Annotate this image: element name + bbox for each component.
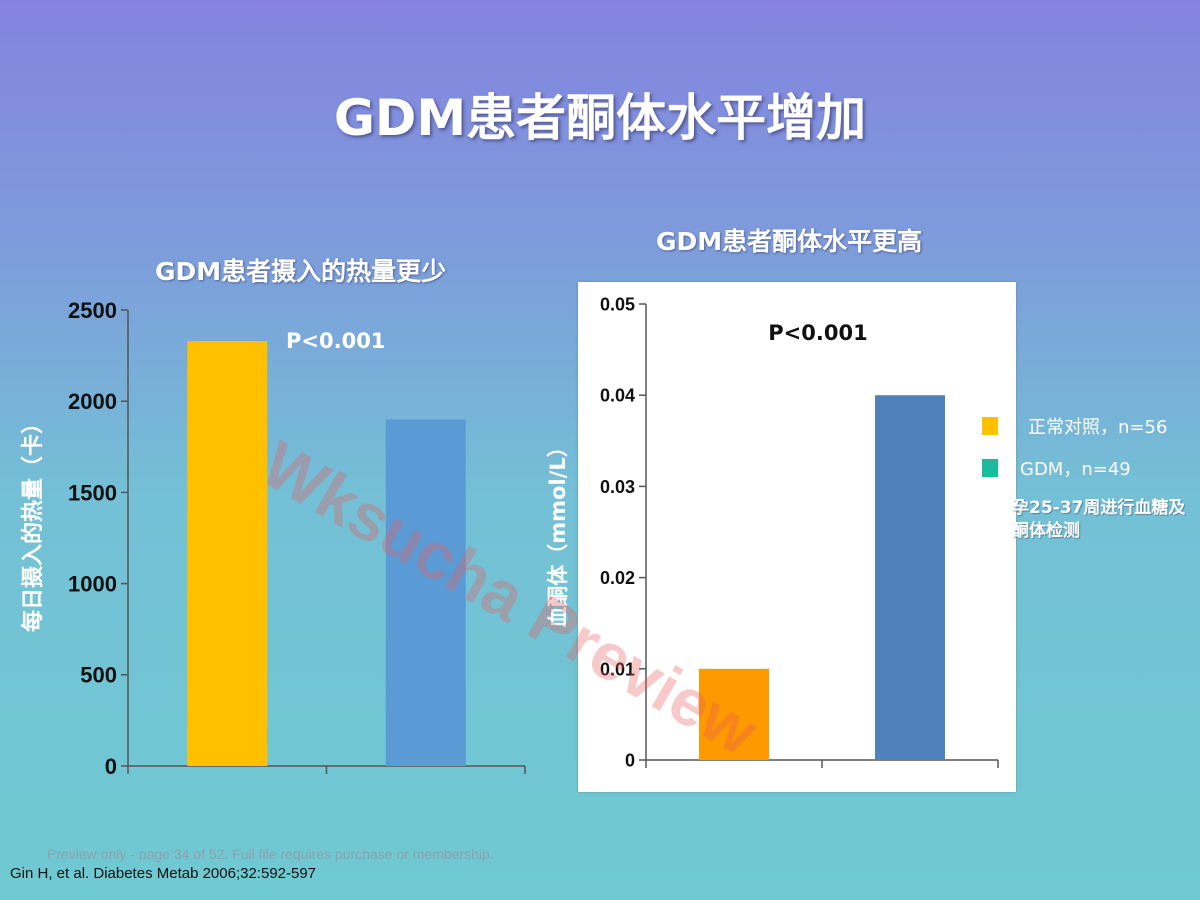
left-chart-title: GDM患者摄入的热量更少 bbox=[155, 257, 447, 286]
y-tick-label-3: 1500 bbox=[68, 480, 117, 505]
legend-swatch-control bbox=[982, 417, 998, 435]
preview-notice: Preview only - page 34 of 52. Full file … bbox=[47, 846, 494, 862]
calorie-bar-chart: 0 500 1000 1500 2000 2500 P<0.001 每日摄入的热量（卡） bbox=[20, 298, 526, 779]
y-tick-label-2: 1000 bbox=[68, 572, 117, 597]
legend-swatch-gdm bbox=[982, 459, 998, 477]
legend-label-control: 正常对照，n=56 bbox=[1028, 417, 1168, 438]
slide-title: GDM患者酮体水平增加 bbox=[333, 89, 867, 147]
measurement-note: 孕25-37周进行血糖及酮体检测 bbox=[1012, 498, 1186, 541]
legend-label-gdm: GDM，n=49 bbox=[1020, 459, 1131, 480]
y-axis-label: 每日摄入的热量（卡） bbox=[20, 412, 46, 632]
legend-item-gdm: GDM，n=49 bbox=[982, 447, 1192, 489]
y-axis-label: 血酮体（mmol/L） bbox=[546, 436, 570, 627]
y-tick-label-4: 2000 bbox=[68, 389, 117, 414]
y-tick-label-2: 0.02 bbox=[600, 568, 635, 588]
bar-control bbox=[699, 668, 769, 760]
y-tick-label-1: 0.01 bbox=[600, 659, 635, 679]
y-tick-label-5: 0.05 bbox=[600, 294, 635, 314]
p-value-annotation: P<0.001 bbox=[286, 329, 385, 353]
y-tick-label-0: 0 bbox=[625, 750, 635, 770]
citation: Gin H, et al. Diabetes Metab 2006;32:592… bbox=[10, 865, 317, 882]
y-tick-label-4: 0.04 bbox=[600, 386, 635, 406]
right-chart-title: GDM患者酮体水平更高 bbox=[656, 227, 923, 256]
ketone-bar-chart: 0 0.01 0.02 0.03 0.04 0.05 P<0.001 血酮体（mmol/L） bbox=[546, 294, 999, 770]
p-value-annotation: P<0.001 bbox=[768, 321, 867, 345]
y-tick-label-3: 0.03 bbox=[600, 477, 635, 497]
ketone-chart-legend: 正常对照，n=56 GDM，n=49 bbox=[982, 405, 1192, 489]
bar-control bbox=[187, 341, 268, 766]
bar-gdm bbox=[385, 419, 466, 766]
y-tick-label-0: 0 bbox=[105, 754, 117, 779]
bar-gdm bbox=[875, 395, 945, 760]
legend-item-control: 正常对照，n=56 bbox=[982, 405, 1192, 447]
y-tick-label-1: 500 bbox=[80, 663, 117, 688]
y-tick-label-5: 2500 bbox=[68, 298, 117, 323]
